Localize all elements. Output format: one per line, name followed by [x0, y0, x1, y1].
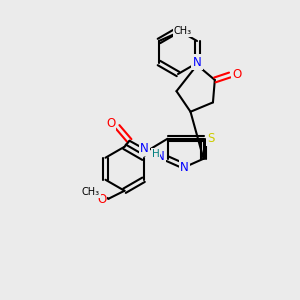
Text: O: O	[106, 117, 115, 130]
Text: CH₃: CH₃	[174, 26, 192, 36]
Text: CH₃: CH₃	[81, 187, 100, 197]
Text: N: N	[140, 142, 149, 155]
Text: N: N	[193, 56, 201, 68]
Text: O: O	[97, 193, 106, 206]
Text: H: H	[152, 149, 159, 159]
Text: N: N	[156, 150, 165, 163]
Text: O: O	[232, 68, 242, 82]
Text: S: S	[207, 132, 214, 145]
Text: N: N	[180, 161, 189, 174]
